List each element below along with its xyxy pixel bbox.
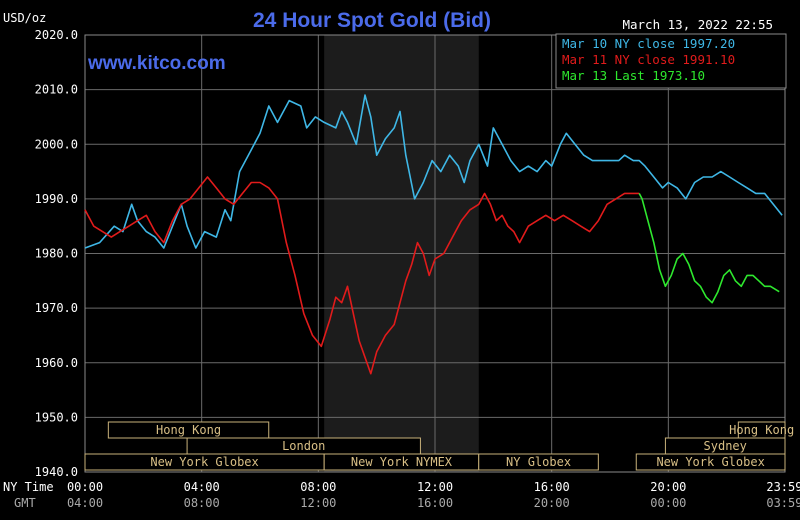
series-line-1 bbox=[84, 176, 640, 375]
timestamp: March 13, 2022 22:55 bbox=[622, 17, 773, 32]
session-label: Hong Kong bbox=[156, 423, 221, 437]
y-tick-label: 1980.0 bbox=[35, 247, 78, 261]
y-tick-label: 1970.0 bbox=[35, 301, 78, 315]
x-tick-label-gmt: 00:00 bbox=[650, 496, 686, 510]
session-label: New York NYMEX bbox=[351, 455, 453, 469]
legend-box bbox=[555, 33, 787, 89]
y-axis-unit-label: USD/oz bbox=[3, 11, 46, 25]
x-tick-label-ny: 23:59 bbox=[766, 480, 800, 494]
legend: Mar 10 NY close 1997.20 Mar 11 NY close … bbox=[555, 33, 787, 89]
x-row-label-gmt: GMT bbox=[14, 496, 36, 510]
chart-title: 24 Hour Spot Gold (Bid) bbox=[253, 9, 491, 32]
series-layer bbox=[84, 94, 783, 375]
session-label: Hong Kong bbox=[729, 423, 794, 437]
y-tick-label: 1950.0 bbox=[35, 410, 78, 424]
session-label: London bbox=[282, 439, 325, 453]
x-tick-label-gmt: 16:00 bbox=[417, 496, 453, 510]
x-tick-label-ny: 04:00 bbox=[184, 480, 220, 494]
grid-layer bbox=[84, 34, 786, 473]
x-tick-label-ny: 08:00 bbox=[300, 480, 336, 494]
watermark-url: www.kitco.com bbox=[87, 53, 226, 74]
x-tick-label-gmt: 08:00 bbox=[184, 496, 220, 510]
session-box bbox=[478, 453, 599, 471]
legend-entry-mar13: Mar 13 Last 1973.10 bbox=[562, 68, 705, 83]
x-tick-label-gmt: 20:00 bbox=[534, 496, 570, 510]
axis-layer: 2020.0 2010.0 2000.0 1990.0 1980.0 1970.0 1960… bbox=[35, 28, 800, 510]
x-tick-label-ny: 12:00 bbox=[417, 480, 453, 494]
y-tick-label: 2010.0 bbox=[35, 83, 78, 97]
y-tick-label: 1940.0 bbox=[35, 465, 78, 479]
x-tick-label-gmt: 03:59 bbox=[766, 496, 800, 510]
legend-entry-mar10: Mar 10 NY close 1997.20 bbox=[562, 36, 735, 51]
x-tick-label-ny: 16:00 bbox=[534, 480, 570, 494]
series-line-0 bbox=[84, 94, 783, 249]
y-tick-label: 1960.0 bbox=[35, 356, 78, 370]
x-tick-label-ny: 20:00 bbox=[650, 480, 686, 494]
x-row-label-ny: NY Time bbox=[3, 480, 54, 494]
session-box bbox=[635, 453, 786, 471]
legend-entry-mar11: Mar 11 NY close 1991.10 bbox=[562, 52, 735, 67]
y-tick-label: 2000.0 bbox=[35, 137, 78, 151]
session-label: NY Globex bbox=[506, 455, 571, 469]
x-tick-label-ny: 00:00 bbox=[67, 480, 103, 494]
session-label: Sydney bbox=[704, 439, 747, 453]
x-tick-label-gmt: 12:00 bbox=[300, 496, 336, 510]
series-line-2 bbox=[638, 193, 780, 304]
y-tick-label: 1990.0 bbox=[35, 192, 78, 206]
market-sessions: Hong Kong Hong Kong London Sydney New York G… bbox=[84, 421, 794, 471]
x-tick-label-gmt: 04:00 bbox=[67, 496, 103, 510]
y-tick-label: 2020.0 bbox=[35, 28, 78, 42]
plot-border bbox=[84, 34, 786, 473]
session-label: New York Globex bbox=[656, 455, 764, 469]
session-label: New York Globex bbox=[150, 455, 258, 469]
